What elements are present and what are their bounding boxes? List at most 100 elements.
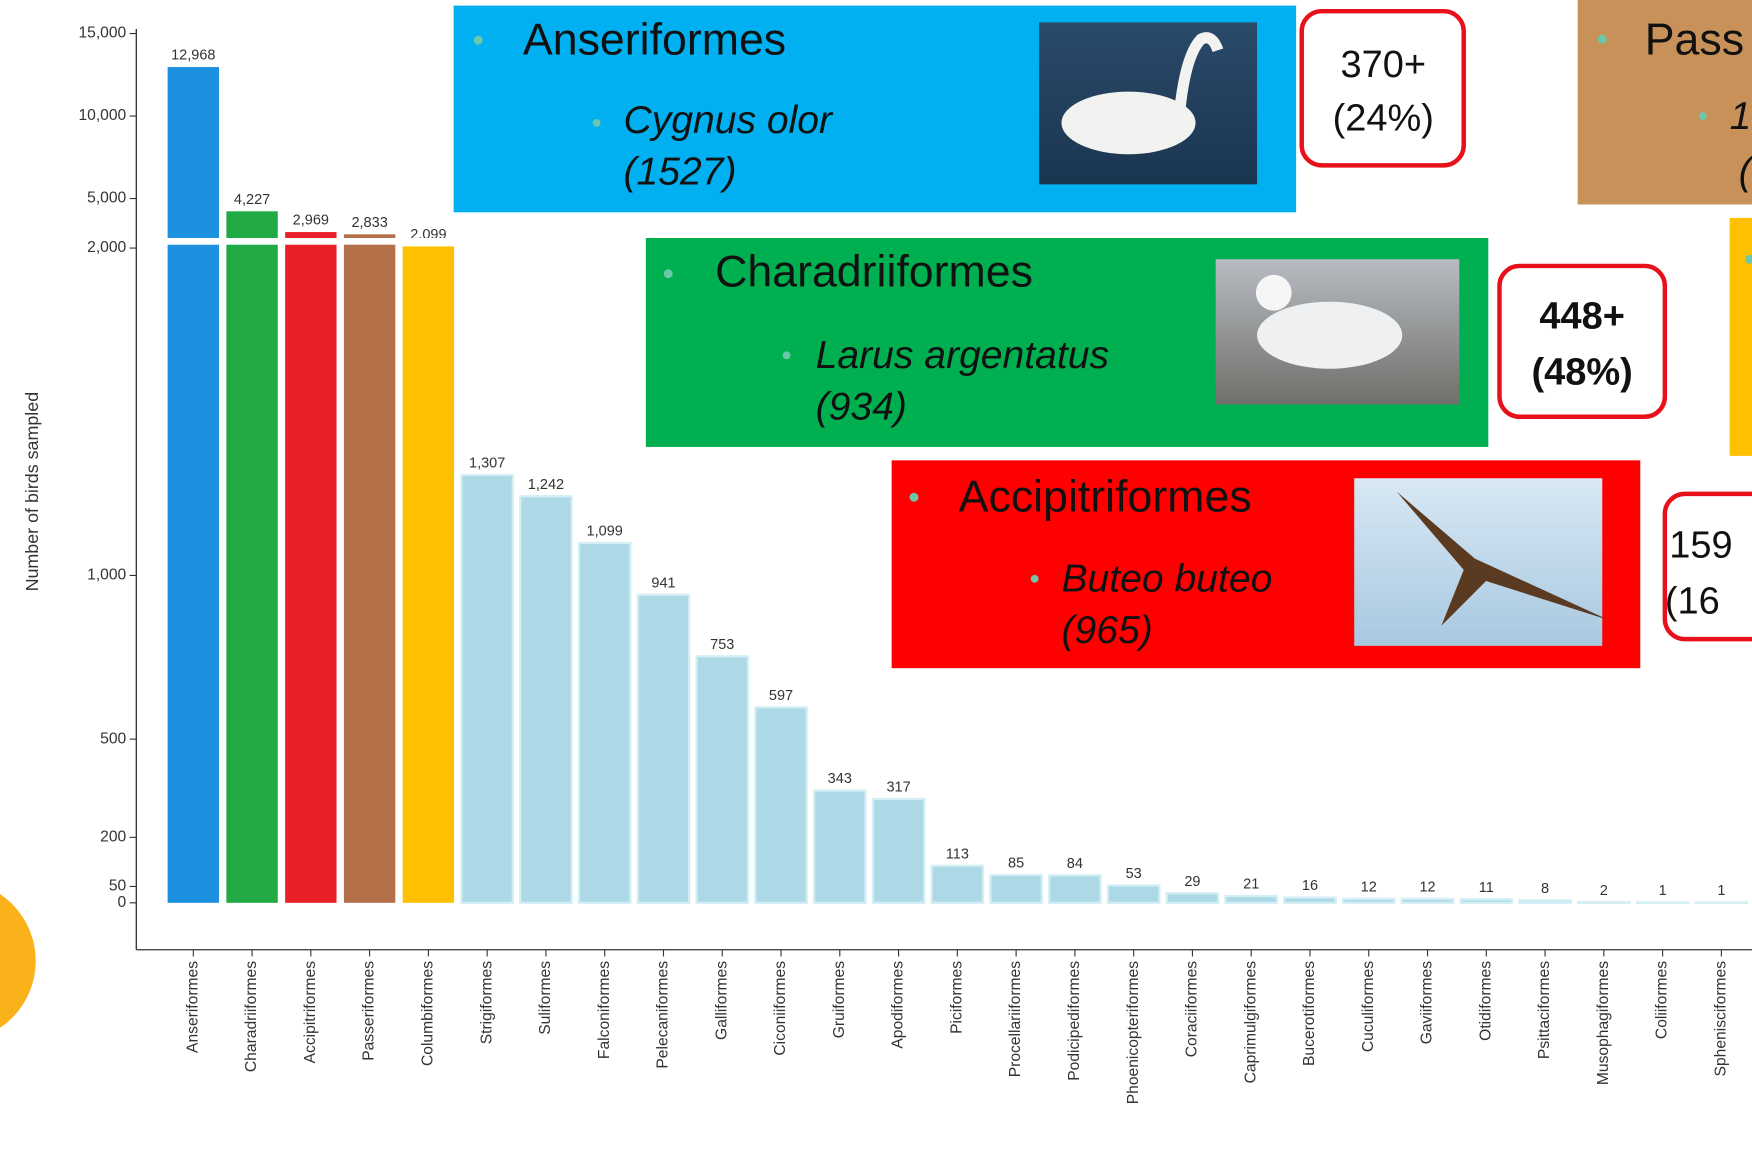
x-tick-label: Ciconiiformes [772, 961, 789, 1056]
value-label: 29 [1184, 874, 1200, 890]
x-tick-label: Piciformes [948, 961, 965, 1034]
x-tick-label: Anseriformes [184, 961, 201, 1053]
value-label: 1,307 [469, 456, 505, 472]
value-label: 12,968 [171, 48, 215, 64]
callout-box [1730, 218, 1752, 456]
bar [814, 791, 865, 903]
value-label: 1 [1659, 883, 1667, 899]
bullet [664, 269, 673, 278]
x-tick-label: Gruiformes [831, 961, 848, 1038]
x-tick-label: Procellariiformes [1007, 961, 1024, 1078]
value-label: 2 [1600, 883, 1608, 899]
x-tick-label: Columbiformes [420, 961, 437, 1066]
callout-count: (965) [1061, 609, 1152, 652]
x-tick-label: Sphenisciformes [1713, 961, 1730, 1077]
bar [285, 232, 336, 903]
x-tick-label: Falconiformes [596, 961, 613, 1059]
value-label: 53 [1126, 866, 1142, 882]
bar [579, 543, 630, 903]
value-label: 84 [1067, 856, 1083, 872]
callout-title: Accipitriformes [959, 472, 1252, 521]
bar [755, 707, 806, 902]
callout-count: ( [1739, 151, 1752, 194]
x-tick-label: Apodiformes [890, 961, 907, 1049]
x-tick-label: Passeriformes [361, 961, 378, 1061]
y-tick-label: 1,000 [87, 567, 126, 584]
callout-species: Larus argentatus [816, 334, 1109, 377]
bar [403, 246, 454, 902]
bullet [783, 351, 791, 359]
bar [932, 866, 983, 903]
callout-title: Anseriformes [523, 15, 786, 64]
x-tick-label: Podicipediformes [1066, 961, 1083, 1081]
y-tick-label: 5,000 [87, 190, 126, 207]
value-label: 2,833 [351, 215, 387, 231]
bar [1519, 900, 1570, 903]
bar [873, 799, 924, 903]
x-tick-label: Psittaciformes [1536, 961, 1553, 1059]
stat-pct: (24%) [1333, 98, 1434, 140]
y-tick-label: 200 [100, 828, 126, 845]
value-label: 1,099 [587, 524, 623, 540]
x-tick-label: Bucerotiformes [1301, 961, 1318, 1066]
bullet [910, 493, 919, 502]
bar [168, 67, 219, 903]
x-tick-label: Galliformes [713, 961, 730, 1040]
callout-species: Cygnus olor [623, 99, 834, 142]
value-label: 2,969 [293, 213, 329, 229]
photo [1216, 259, 1460, 404]
bar [1402, 899, 1453, 903]
value-label: 8 [1541, 881, 1549, 897]
bar [1343, 899, 1394, 903]
bar [638, 595, 689, 903]
stat-box [1302, 11, 1464, 165]
x-tick-label: Coraciiformes [1184, 961, 1201, 1058]
y-tick-label: 50 [109, 878, 127, 895]
y-tick-label: 10,000 [78, 107, 126, 124]
photo [1354, 478, 1609, 646]
bar [990, 875, 1041, 903]
callout-title: Charadriiformes [715, 248, 1033, 297]
bullet [1699, 112, 1707, 120]
bar [461, 475, 512, 903]
value-label: 11 [1479, 880, 1494, 896]
stat-count: 159 [1669, 525, 1732, 567]
value-label: 343 [828, 771, 852, 787]
value-label: 16 [1302, 878, 1318, 894]
stat-pct: (48%) [1531, 351, 1632, 393]
bar [1461, 899, 1512, 903]
stat-count: 370+ [1340, 44, 1426, 86]
x-tick-label: Otidiformes [1477, 961, 1494, 1041]
bar [344, 234, 395, 903]
value-label: 21 [1243, 877, 1259, 893]
value-label: 12 [1361, 880, 1377, 896]
x-tick-label: Suliformes [537, 961, 554, 1035]
bar [697, 656, 748, 903]
bullet [593, 119, 601, 127]
bar [226, 211, 277, 903]
y-axis-title: Number of birds sampled [22, 392, 42, 592]
x-tick-label: Charadriiformes [243, 961, 260, 1072]
value-label: 12 [1419, 880, 1435, 896]
decor-circle [0, 880, 36, 1041]
x-tick-label: Phoenicopteriformes [1125, 961, 1142, 1104]
value-label: 113 [946, 846, 969, 862]
value-label: 85 [1008, 856, 1024, 872]
y-tick-label: 15,000 [78, 25, 126, 42]
bar [520, 496, 571, 903]
x-tick-label: Strigiformes [478, 961, 495, 1045]
value-label: 4,227 [234, 192, 270, 208]
x-tick-label: Cuculiformes [1360, 961, 1377, 1052]
chart: 0502005001,0002,0005,00010,00015,00012,9… [0, 0, 1752, 1152]
stat-count: 448+ [1539, 295, 1625, 337]
bullet [474, 36, 483, 45]
x-tick-label: Caprimulgiformes [1242, 961, 1259, 1084]
value-label: 597 [769, 688, 793, 704]
x-tick-label: Coliiformes [1654, 961, 1671, 1039]
y-tick-label: 2,000 [87, 239, 126, 256]
bar [1108, 885, 1159, 902]
axis-break [145, 238, 450, 245]
callout-count: (1527) [623, 151, 736, 194]
stat-pct: (16 [1665, 580, 1720, 622]
stat-box [1499, 266, 1664, 417]
